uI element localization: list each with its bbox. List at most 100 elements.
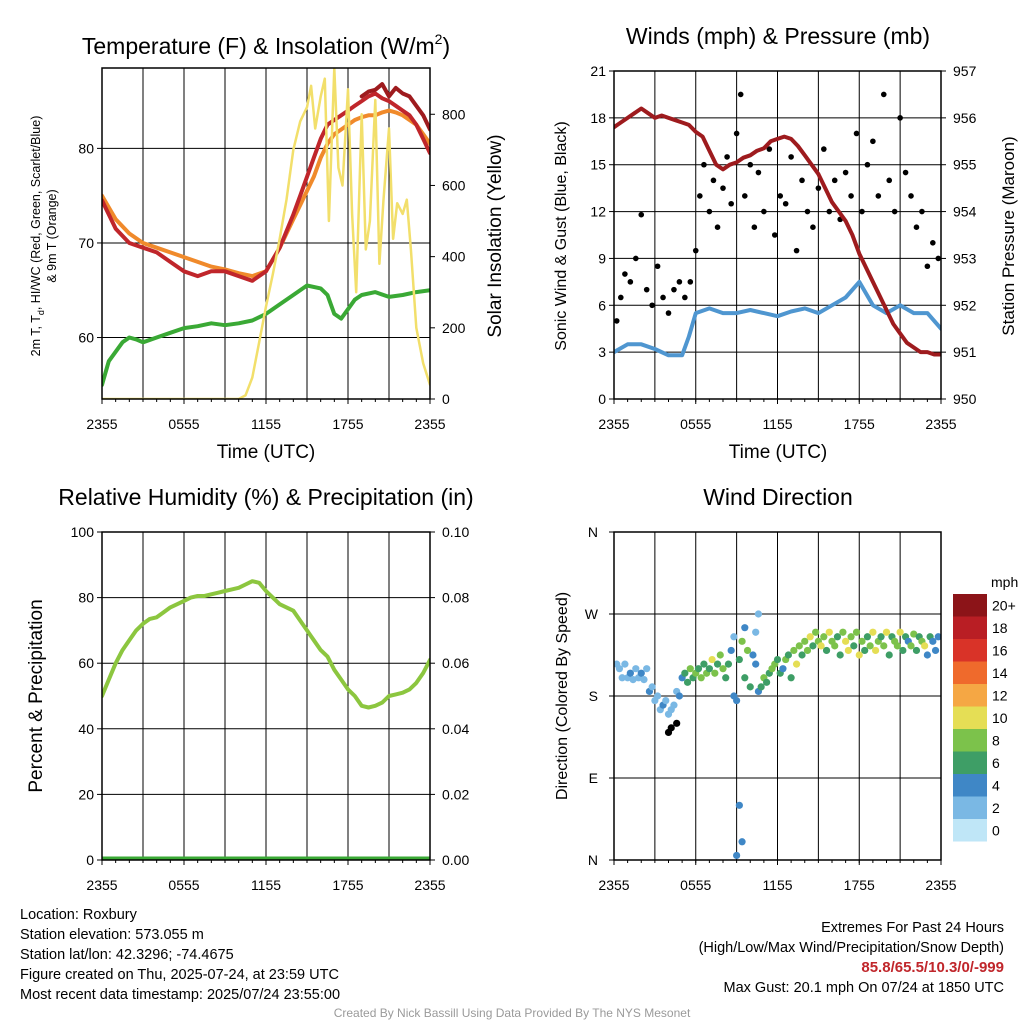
y-tick-label-right: 951 [953,344,977,360]
direction-point [847,633,855,641]
gust-point [747,161,754,168]
direction-point [670,701,678,709]
direction-point [662,696,670,705]
gust-point [622,271,628,277]
direction-point [801,637,809,645]
gust-point [777,193,784,199]
direction-point [790,646,798,655]
direction-title: Wind Direction [703,484,853,510]
direction-point [637,669,645,677]
gust-point [692,247,699,254]
y-tick-label-left: 6 [598,297,606,313]
direction-point [779,665,787,673]
direction-point [787,674,795,682]
gust-point [826,208,833,215]
y-category-label: W [585,606,599,622]
direction-point [722,674,730,682]
colorbar-label: 14 [992,665,1008,681]
temperature-xlabel: Time (UTC) [217,442,316,463]
direction-point [931,646,940,655]
series-line-2 [359,82,430,132]
winds-ylabel-right: Station Pressure (Maroon) [999,136,1018,335]
direction-point [861,646,869,655]
series-line-0 [102,579,430,710]
x-tick-label: 1155 [251,877,281,893]
temperature-ylabel-left-line2: & 9m T (Orange) [45,189,59,282]
y-tick-label-right: 0.00 [442,852,469,868]
gust-point [908,193,914,199]
direction-point [716,651,724,659]
colorbar-swatch [953,639,987,662]
direction-point [743,646,752,655]
y-tick-label-left: 3 [598,344,606,360]
gust-point [810,224,816,230]
x-tick-label: 2355 [598,877,629,893]
direction-point [929,637,937,645]
direction-point [885,651,893,659]
y-category-label: N [588,524,598,540]
gust-point [848,193,854,199]
y-tick-label-left: 100 [71,524,95,540]
direction-point [700,660,708,668]
direction-point [629,676,637,684]
direction-point [738,637,746,645]
x-tick-label: 2355 [925,877,956,893]
y-tick-label-right: 0.02 [442,786,469,802]
direction-point [896,628,904,636]
direction-point [910,630,918,638]
colorbar-label: 10 [992,710,1008,726]
y-tick-label-left: 80 [78,590,94,606]
gust-point [755,169,762,176]
colorbar-swatch [953,706,987,729]
direction-point [673,719,681,727]
x-tick-label: 2355 [598,416,629,432]
direction-point [820,633,828,641]
gust-point [710,177,717,184]
gust-point [714,224,721,230]
direction-point [733,696,741,705]
y-tick-label-left: 40 [78,721,94,737]
direction-point [708,655,716,664]
panel-1-marks: 2355 0555 1155 1755 2355 0 3 6 9 12 15 18 21 950 951 95… [590,63,976,432]
colorbar: 0 2 4 6 8 10 12 14 16 18 20+ [953,594,1016,842]
panel-frame [613,531,942,861]
colorbar-label: 20+ [992,597,1016,613]
direction-point [727,646,735,655]
gust-point [842,169,849,176]
y-tick-label-left: 0 [598,391,606,407]
y-tick-label-left: 70 [78,235,94,251]
y-tick-label-left: 15 [590,157,606,173]
gust-point [733,130,740,137]
gust-point [687,279,694,285]
y-tick-label-right: 800 [442,106,466,122]
gust-point [815,185,822,191]
direction-point [763,678,771,686]
x-tick-label: 2355 [925,416,956,432]
series-line-2 [614,106,941,357]
direction-point [754,610,763,618]
colorbar-swatch [953,751,987,774]
direction-point [866,642,874,650]
x-tick-label: 1155 [762,877,792,893]
direction-point [683,678,692,686]
y-tick-label-left: 9 [598,250,606,266]
x-tick-label: 1755 [844,877,875,893]
x-tick-label: 1155 [762,416,792,432]
gust-point [654,263,661,270]
direction-point [752,660,760,668]
direction-point [724,660,733,668]
gust-point [924,263,931,270]
humidity-panel: Relative Humidity (%) & Precipitation (i… [26,484,474,793]
gust-point [701,161,707,168]
y-tick-label-right: 952 [953,297,977,313]
direction-point [632,665,640,673]
gust-point [706,208,713,215]
y-tick-label-right: 0.08 [442,590,469,606]
gust-point [614,318,620,324]
gust-point [880,91,887,98]
x-tick-label: 0555 [168,416,199,432]
gust-point [676,279,683,285]
colorbar-label: 0 [992,822,1000,838]
y-tick-label-right: 955 [953,157,977,173]
series-line-1 [102,91,430,283]
